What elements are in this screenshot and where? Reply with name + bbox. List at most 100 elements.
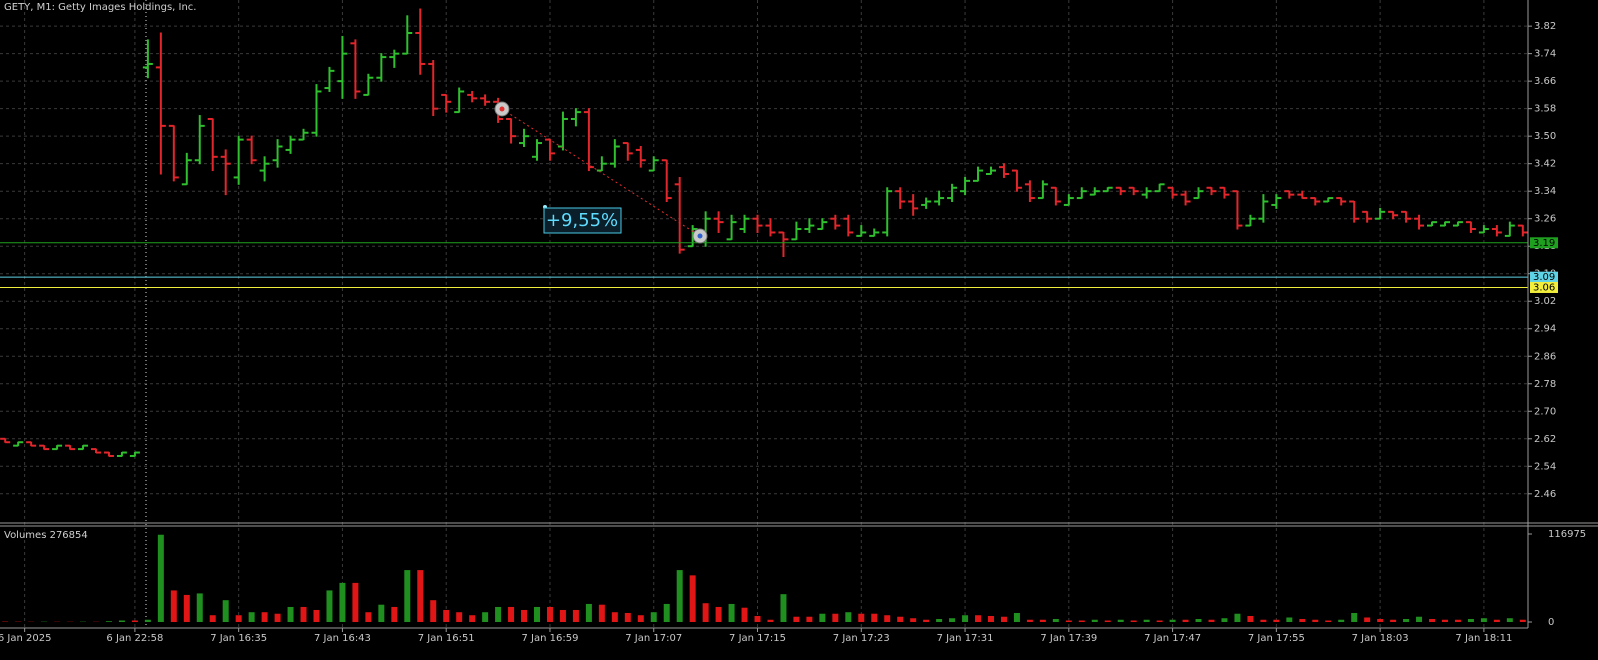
volume-bar	[1221, 618, 1228, 622]
volume-bar	[819, 613, 826, 622]
volume-bar	[910, 618, 917, 622]
volume-bar	[1506, 618, 1513, 622]
volume-bar	[131, 620, 138, 622]
x-tick-label: 7 Jan 16:51	[418, 633, 475, 644]
ruler-label-box	[543, 207, 622, 234]
volume-tick-label: 0	[1548, 617, 1554, 628]
volume-bar	[1312, 619, 1319, 622]
volume-bar	[274, 613, 281, 622]
volume-bar	[430, 600, 437, 622]
volume-bar	[105, 621, 112, 622]
volume-bar	[728, 603, 735, 622]
volume-bar	[598, 604, 605, 622]
y-tick-label: 2.94	[1534, 324, 1556, 335]
volume-bar	[832, 613, 839, 622]
volume-bar	[170, 590, 177, 622]
y-tick-label: 3.74	[1534, 49, 1556, 60]
y-tick-label: 3.82	[1534, 21, 1556, 32]
y-tick-label: 3.02	[1534, 296, 1556, 307]
y-tick-label: 2.86	[1534, 351, 1556, 362]
volume-bar	[624, 612, 631, 622]
volume-bar	[378, 604, 385, 622]
volume-bar	[702, 603, 709, 622]
volume-bar	[1403, 618, 1410, 622]
y-tick-label: 3.26	[1534, 214, 1556, 225]
y-tick-label: 3.42	[1534, 159, 1556, 170]
x-tick-label: 7 Jan 16:43	[314, 633, 371, 644]
volume-bar	[884, 615, 891, 622]
volume-bar	[508, 606, 515, 622]
volume-bar	[1182, 619, 1189, 622]
volume-bar	[1000, 616, 1007, 622]
chart-title: GETY, M1: Getty Images Holdings, Inc.	[4, 2, 197, 13]
volume-bar	[1130, 620, 1137, 622]
volume-bar	[1143, 619, 1150, 622]
volume-bar	[339, 582, 346, 622]
volume-bar	[1013, 612, 1020, 622]
marks-layer	[0, 8, 1528, 622]
volume-bar	[1299, 618, 1306, 622]
x-tick-label: 7 Jan 17:47	[1144, 633, 1201, 644]
volume-bar	[845, 612, 852, 622]
volume-bar	[1026, 619, 1033, 622]
volume-bar	[222, 600, 229, 622]
volume-bar	[546, 606, 553, 622]
volume-bar	[1480, 618, 1487, 622]
price-level-box	[1530, 281, 1558, 293]
volume-bar	[1052, 618, 1059, 622]
volume-bar	[1325, 620, 1332, 622]
volume-bar	[793, 616, 800, 622]
volume-bar	[183, 594, 190, 622]
volume-bar	[871, 613, 878, 622]
volume-bar	[235, 615, 242, 622]
volume-bar	[1441, 619, 1448, 622]
volume-bar	[806, 616, 813, 622]
volume-bar	[1247, 615, 1254, 622]
x-tick-label: 6 Jan 22:58	[106, 633, 163, 644]
volume-bar	[157, 534, 164, 622]
volume-bar	[365, 612, 372, 622]
volume-bar	[962, 615, 969, 622]
y-tick-label: 2.62	[1534, 434, 1556, 445]
volume-bar	[923, 619, 930, 622]
volume-bar	[1351, 612, 1358, 622]
volume-bar	[637, 615, 644, 622]
volume-bar	[1390, 619, 1397, 622]
volume-bar	[313, 609, 320, 622]
volume-bar	[1078, 620, 1085, 622]
x-tick-label: 7 Jan 17:39	[1040, 633, 1097, 644]
volume-bar	[1169, 619, 1176, 622]
x-tick-label: 7 Jan 17:31	[937, 633, 994, 644]
x-tick-label: 7 Jan 18:03	[1352, 633, 1409, 644]
volume-bar	[196, 593, 203, 622]
volume-bar	[144, 619, 151, 622]
volume-bar	[1260, 619, 1267, 622]
volume-bar	[611, 612, 618, 622]
volume-bar	[1273, 619, 1280, 622]
x-tick-label: 7 Jan 17:07	[625, 633, 682, 644]
ruler-end-dot	[697, 233, 703, 239]
price-level-box	[1530, 237, 1558, 249]
volume-bar	[572, 609, 579, 622]
volume-bar	[1416, 616, 1423, 622]
volume-bar	[780, 594, 787, 622]
x-tick-label: 7 Jan 18:11	[1455, 633, 1512, 644]
volume-bar	[1117, 619, 1124, 622]
y-tick-label: 3.58	[1534, 104, 1556, 115]
x-tick-label: 7 Jan 16:35	[210, 633, 267, 644]
y-tick-label: 2.78	[1534, 379, 1556, 390]
volume-bar	[1519, 619, 1526, 622]
volume-bar	[469, 615, 476, 622]
volume-bar	[1454, 619, 1461, 622]
y-tick-label: 3.50	[1534, 131, 1556, 142]
price-level-label: 3.09	[1533, 272, 1555, 283]
volume-bar	[300, 606, 307, 622]
volume-bar	[1429, 618, 1436, 622]
volume-bar	[975, 615, 982, 622]
volume-bar	[1065, 620, 1072, 622]
volume-bar	[858, 613, 865, 622]
volume-bar	[754, 615, 761, 622]
volume-bar	[1104, 620, 1111, 622]
